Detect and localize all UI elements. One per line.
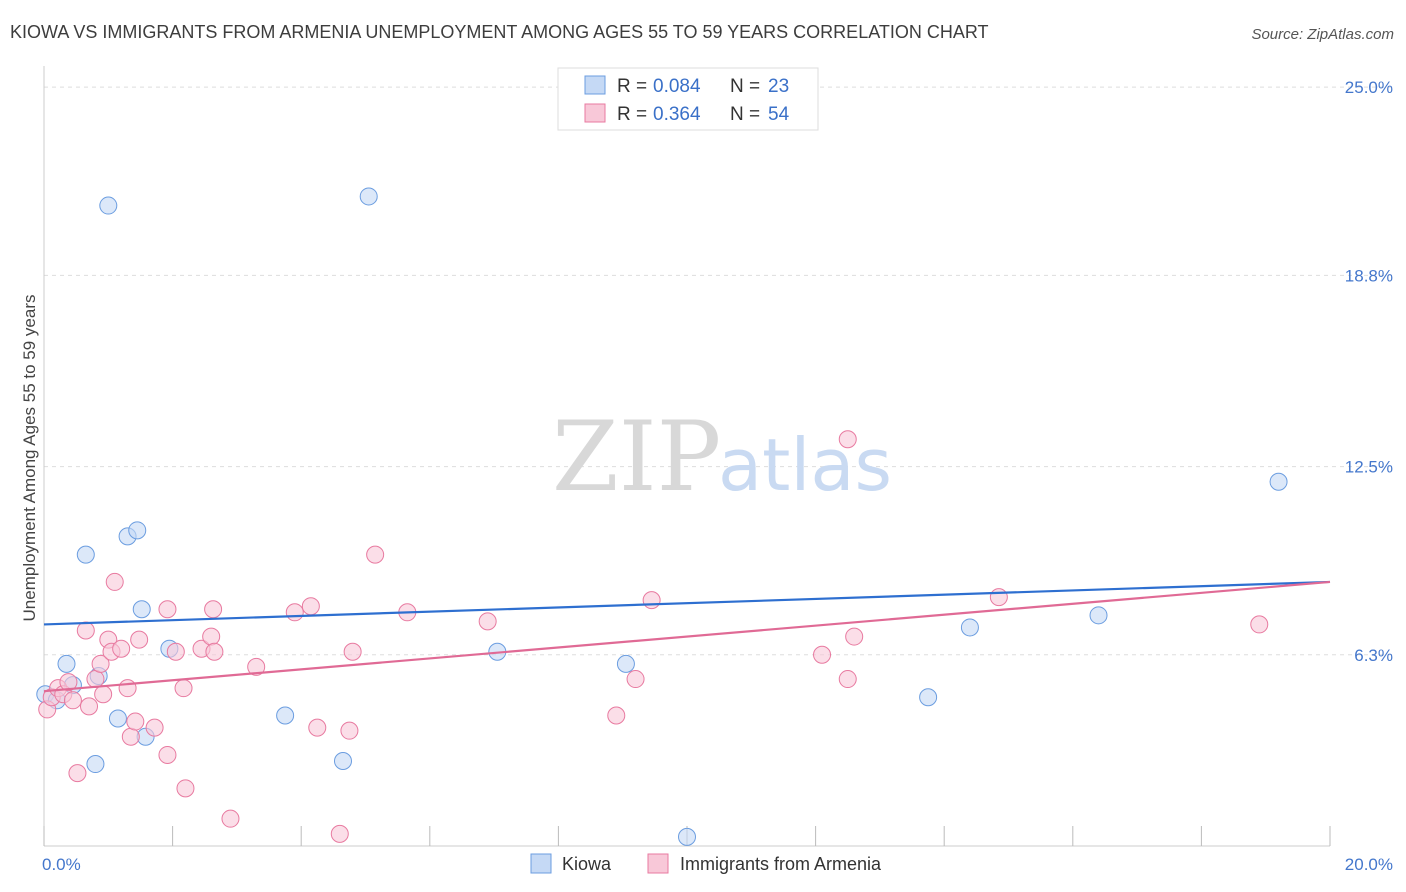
point-armenia-32: [285, 603, 304, 622]
point-kiowa-11: [132, 600, 151, 619]
point-armenia-33: [301, 597, 320, 616]
legend-n-value-armenia: 54: [768, 104, 790, 125]
point-armenia-14: [105, 572, 124, 591]
legend-swatch-kiowa: [584, 75, 606, 95]
point-kiowa-20: [919, 688, 938, 707]
point-armenia-23: [166, 642, 185, 661]
chart-source: Source: ZipAtlas.com: [1251, 26, 1394, 43]
point-armenia-43: [642, 591, 661, 610]
point-armenia-44: [813, 645, 832, 664]
point-armenia-15: [112, 639, 131, 658]
legend-swatch-armenia: [584, 103, 606, 123]
y-tick-label-1: 12.5%: [1345, 458, 1393, 477]
point-armenia-34: [308, 718, 327, 737]
point-armenia-37: [330, 824, 349, 843]
point-kiowa-15: [333, 752, 352, 771]
point-armenia-29: [205, 642, 224, 661]
point-armenia-11: [94, 685, 113, 704]
point-kiowa-22: [1089, 606, 1108, 625]
watermark-zip: ZIP: [552, 401, 721, 513]
y-axis-label: Unemployment Among Ages 55 to 59 years: [20, 295, 39, 622]
y-tick-label-2: 18.8%: [1345, 266, 1393, 285]
point-kiowa-7: [99, 196, 118, 215]
point-armenia-46: [838, 430, 857, 449]
point-armenia-8: [80, 697, 99, 716]
trend-line-armenia: [43, 580, 1331, 693]
gridlines: [44, 86, 1392, 656]
point-armenia-41: [607, 706, 626, 725]
point-armenia-6: [68, 764, 87, 783]
point-armenia-31: [247, 657, 266, 676]
point-kiowa-2: [57, 654, 76, 673]
legend-n-label-armenia: N =: [730, 104, 760, 125]
point-armenia-35: [340, 721, 359, 740]
x-tick-label-0: 0.0%: [42, 855, 81, 874]
point-armenia-17: [121, 727, 140, 746]
point-armenia-28: [204, 600, 223, 619]
point-armenia-20: [145, 718, 164, 737]
point-armenia-36: [343, 642, 362, 661]
series-legend: Kiowa Immigrants from Armenia: [530, 853, 882, 874]
point-armenia-40: [478, 612, 497, 631]
y-tick-label-3: 25.0%: [1345, 78, 1393, 97]
point-armenia-4: [59, 673, 78, 692]
point-armenia-27: [202, 627, 221, 646]
watermark-atlas: atlas: [718, 423, 892, 507]
point-armenia-7: [76, 621, 95, 640]
chart-title: KIOWA VS IMMIGRANTS FROM ARMENIA UNEMPLO…: [10, 22, 989, 42]
legend-n-value-kiowa: 23: [768, 76, 789, 97]
point-armenia-24: [174, 679, 193, 698]
series-legend-label-armenia: Immigrants from Armenia: [680, 854, 882, 874]
point-armenia-42: [626, 670, 645, 689]
point-armenia-45: [838, 670, 857, 689]
y-tick-label-0: 6.3%: [1354, 646, 1393, 665]
point-armenia-5: [63, 691, 82, 710]
point-armenia-38: [366, 545, 385, 564]
point-armenia-21: [158, 745, 177, 764]
trend-lines: [43, 580, 1331, 693]
legend-r-label-kiowa: R =: [617, 76, 647, 97]
legend-r-value-kiowa: 0.084: [653, 76, 701, 97]
point-kiowa-14: [276, 706, 295, 725]
point-armenia-25: [176, 779, 195, 798]
data-points: [36, 187, 1288, 846]
legend-n-label-kiowa: N =: [730, 76, 760, 97]
point-armenia-10: [91, 654, 110, 673]
watermark: ZIP atlas: [552, 401, 892, 513]
point-kiowa-8: [108, 709, 127, 728]
x-tick-label-1: 20.0%: [1345, 855, 1393, 874]
stats-legend: R = 0.084 N = 23 R = 0.364 N = 54: [557, 67, 819, 131]
point-armenia-49: [1250, 615, 1269, 634]
point-kiowa-10: [128, 521, 147, 540]
point-armenia-30: [221, 809, 240, 828]
point-armenia-16: [118, 679, 137, 698]
point-armenia-48: [989, 588, 1008, 607]
trend-line-kiowa: [43, 580, 1331, 626]
point-kiowa-5: [86, 755, 105, 774]
point-armenia-22: [158, 600, 177, 619]
point-armenia-9: [86, 670, 105, 689]
x-tick-labels: 0.0% 20.0%: [42, 855, 1393, 874]
point-armenia-47: [845, 627, 864, 646]
point-kiowa-21: [960, 618, 979, 637]
point-kiowa-4: [76, 545, 95, 564]
point-kiowa-18: [616, 654, 635, 673]
point-kiowa-23: [1269, 472, 1288, 491]
series-legend-label-kiowa: Kiowa: [562, 854, 612, 874]
legend-r-value-armenia: 0.364: [653, 104, 701, 125]
point-kiowa-16: [359, 187, 378, 206]
point-kiowa-19: [678, 827, 696, 846]
point-armenia-18: [126, 712, 145, 731]
series-legend-swatch-kiowa: [530, 853, 552, 874]
y-tick-labels: 6.3% 12.5% 18.8% 25.0%: [1345, 78, 1393, 665]
legend-r-label-armenia: R =: [617, 104, 647, 125]
series-legend-swatch-armenia: [647, 853, 669, 874]
point-armenia-19: [130, 630, 149, 649]
